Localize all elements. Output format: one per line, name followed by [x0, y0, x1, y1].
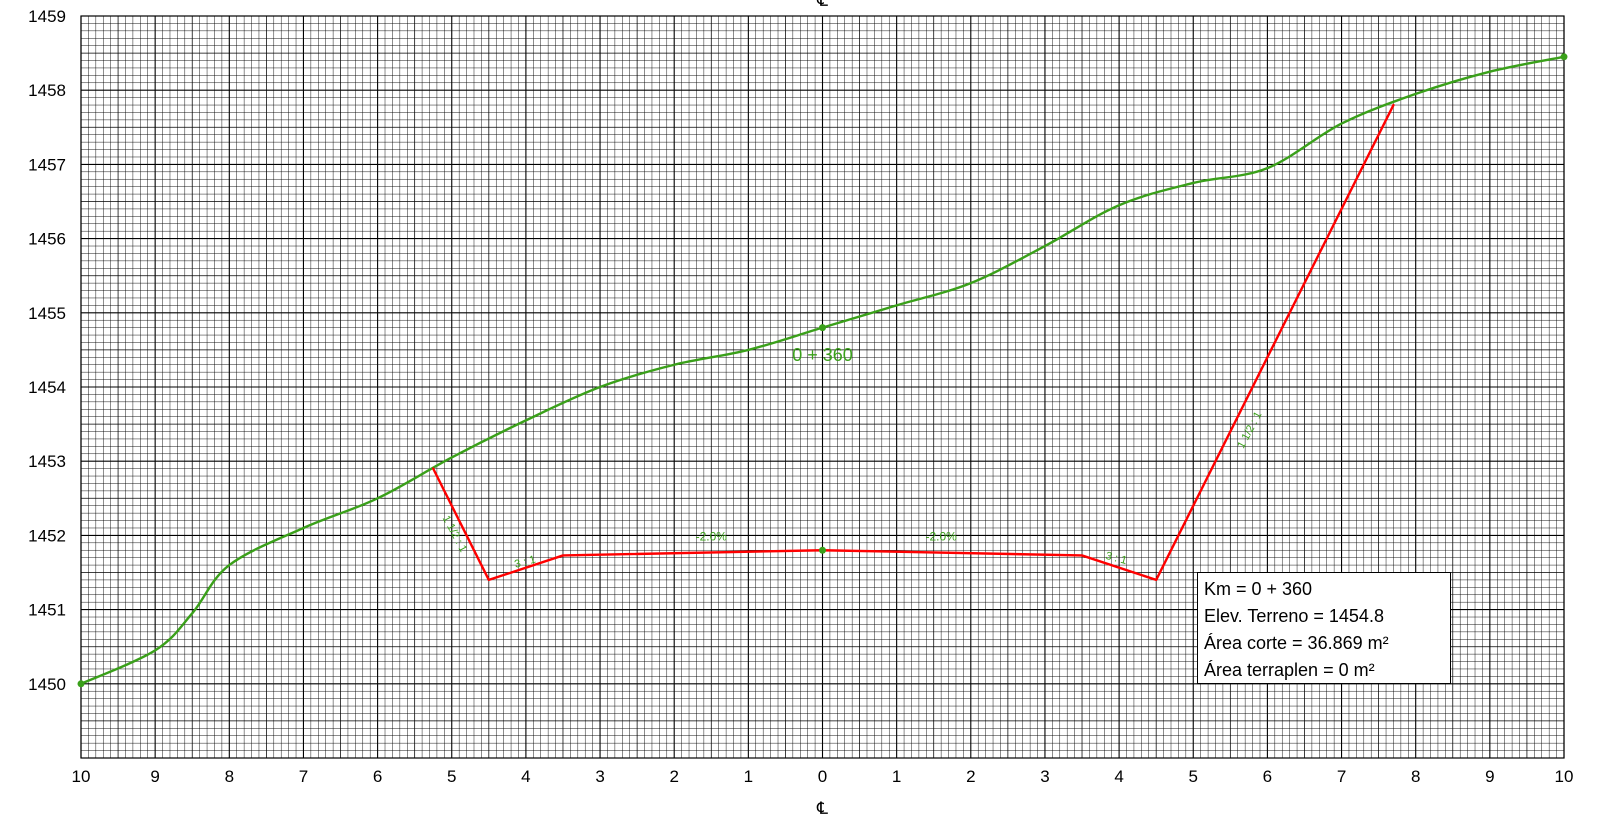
- point-marker: [1560, 53, 1568, 61]
- y-tick-label: 1458: [28, 81, 66, 100]
- x-tick-label: 3: [595, 767, 604, 786]
- x-tick-label: 4: [1114, 767, 1123, 786]
- x-tick-label: 10: [72, 767, 91, 786]
- centerline-top-label: ℄: [816, 0, 828, 10]
- annotation-label: -2.0%: [696, 530, 728, 544]
- x-tick-label: 7: [299, 767, 308, 786]
- y-tick-label: 1453: [28, 452, 66, 471]
- y-tick-label: 1455: [28, 304, 66, 323]
- x-tick-label: 10: [1555, 767, 1574, 786]
- x-tick-label: 2: [966, 767, 975, 786]
- centerline-bottom-label: ℄: [816, 799, 828, 818]
- x-tick-label: 9: [1485, 767, 1494, 786]
- ground-elevation-label: Elev. Terreno = 1454.8: [1204, 606, 1384, 626]
- annotation-label: 3 : 1: [513, 554, 537, 571]
- y-tick-label: 1456: [28, 230, 66, 249]
- y-tick-label: 1451: [28, 601, 66, 620]
- x-tick-label: 1: [744, 767, 753, 786]
- annotation-label: 3 : 1: [1104, 550, 1128, 567]
- point-marker: [819, 546, 826, 554]
- section-info-box: Km = 0 + 360 Elev. Terreno = 1454.8 Área…: [1197, 572, 1451, 684]
- y-tick-label: 1454: [28, 378, 66, 397]
- y-tick-label: 1459: [28, 7, 66, 26]
- annotation-label: 0 + 360: [792, 345, 853, 365]
- x-tick-label: 2: [669, 767, 678, 786]
- x-tick-label: 0: [818, 767, 827, 786]
- x-tick-label: 5: [447, 767, 456, 786]
- km-label: Km = 0 + 360: [1204, 579, 1313, 599]
- y-tick-label: 1452: [28, 526, 66, 545]
- point-marker: [819, 324, 826, 332]
- cut-area-label: Área corte = 36.869 m²: [1204, 633, 1389, 653]
- plot-frame: [80, 15, 1565, 759]
- x-tick-label: 3: [1040, 767, 1049, 786]
- x-tick-label: 8: [225, 767, 234, 786]
- x-tick-label: 8: [1411, 767, 1420, 786]
- y-tick-label: 1450: [28, 675, 66, 694]
- fill-area-label: Área terraplen = 0 m²: [1204, 660, 1375, 680]
- x-tick-label: 9: [150, 767, 159, 786]
- x-tick-label: 6: [373, 767, 382, 786]
- x-tick-label: 6: [1263, 767, 1272, 786]
- x-tick-label: 5: [1189, 767, 1198, 786]
- x-tick-label: 1: [892, 767, 901, 786]
- point-marker: [77, 680, 85, 688]
- x-tick-label: 7: [1337, 767, 1346, 786]
- terrain-profile-line: [79, 55, 1566, 685]
- x-tick-label: 4: [521, 767, 530, 786]
- annotation-label: -2.0%: [925, 530, 957, 544]
- y-tick-label: 1457: [28, 155, 66, 174]
